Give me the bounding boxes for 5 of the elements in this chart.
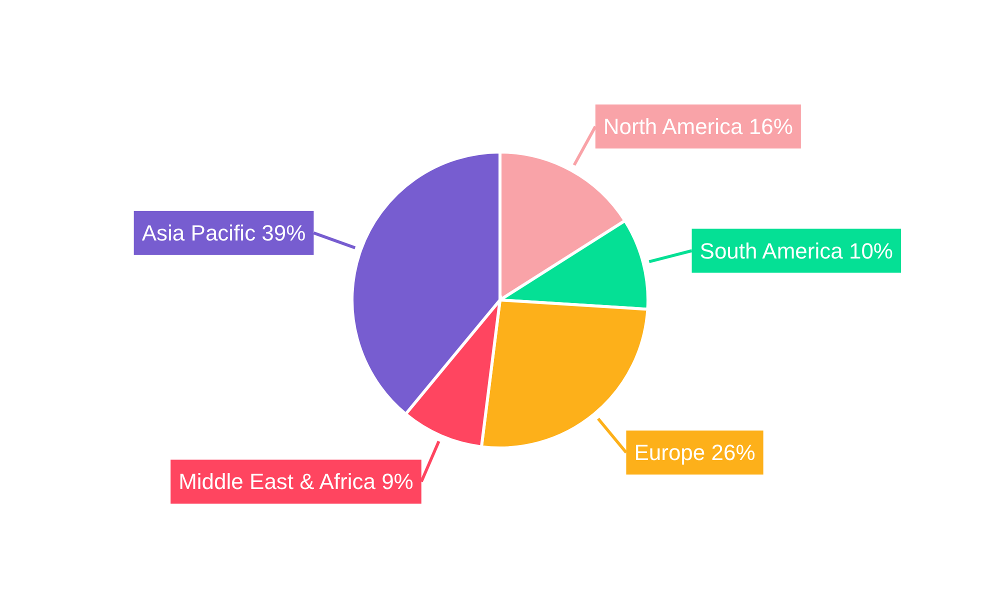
slice-label: South America 10%	[700, 238, 894, 264]
slice-label: North America 16%	[603, 114, 793, 139]
slice-label: Asia Pacific 39%	[142, 220, 306, 246]
slice-label: Middle East & Africa 9%	[178, 469, 414, 494]
slice-label: Europe 26%	[634, 440, 756, 466]
